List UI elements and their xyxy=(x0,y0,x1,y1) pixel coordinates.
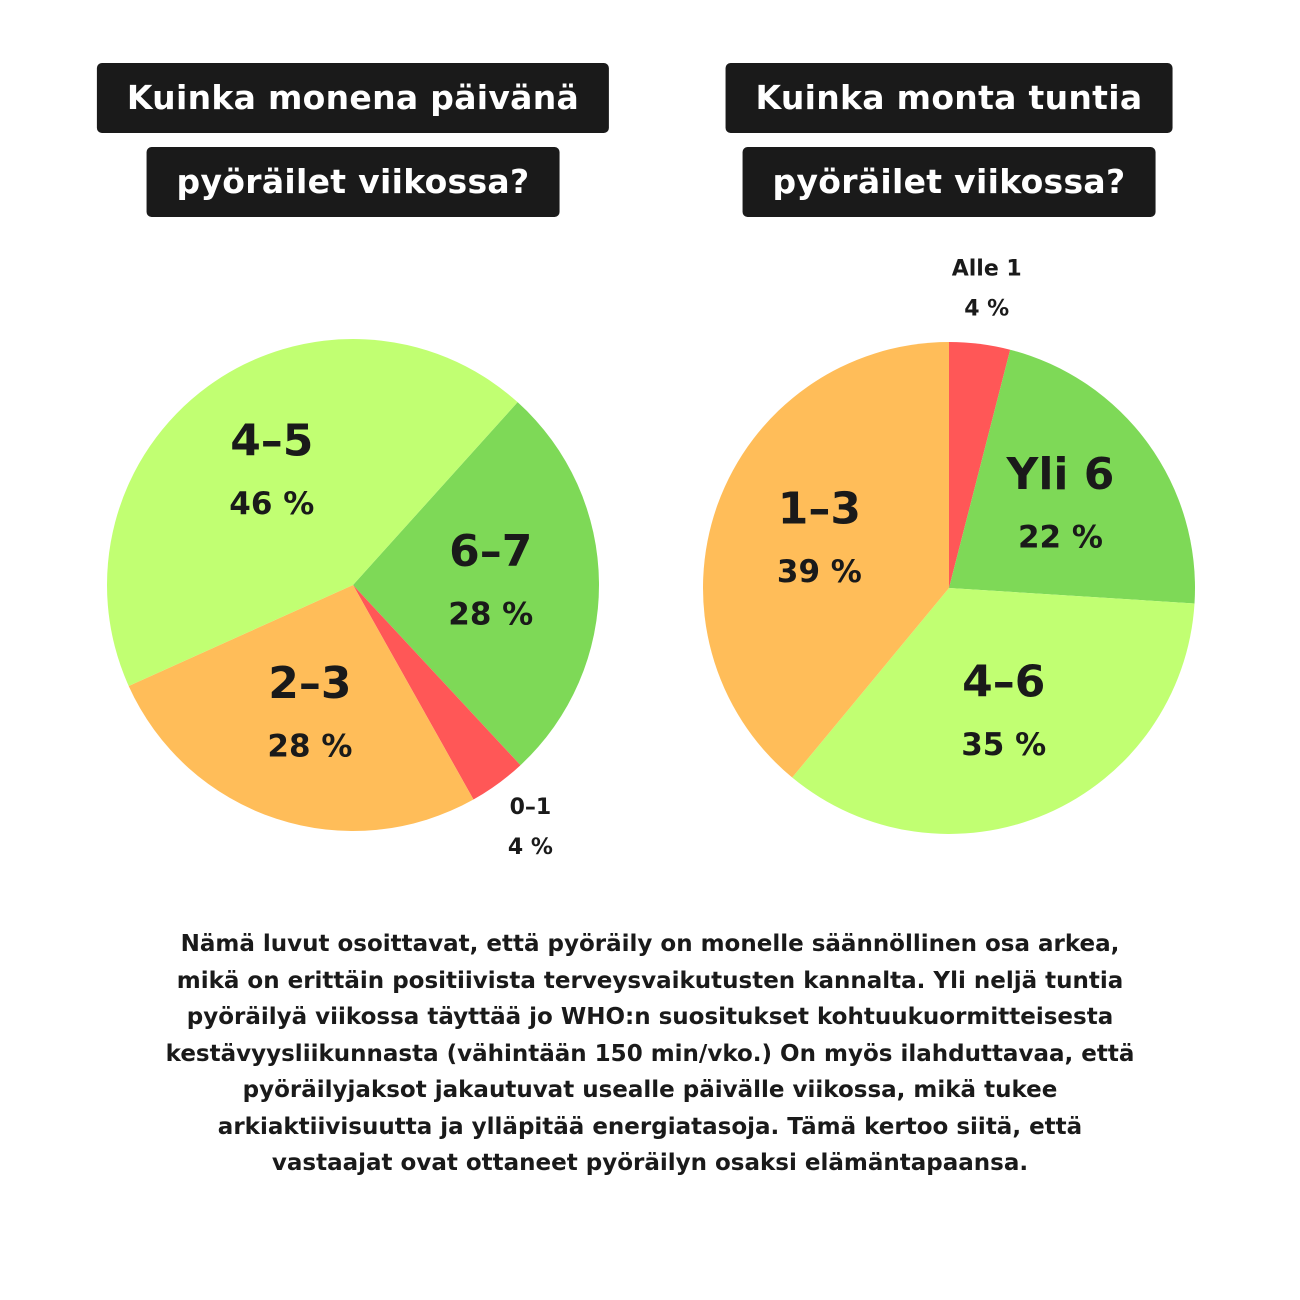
chart-title: pyöräilet viikossa? xyxy=(146,147,560,217)
slice-label: 6–7 xyxy=(449,526,532,577)
pie-slice xyxy=(107,338,518,686)
paragraph-line: vastaajat ovat ottaneet pyöräilyn osaksi… xyxy=(271,1150,1029,1176)
value-label: 4 % xyxy=(964,296,1009,321)
paragraph-line: pyöräilyjaksot jakautuvat usealle päiväl… xyxy=(242,1077,1058,1103)
value-label: 28 % xyxy=(267,728,352,764)
pie-slice xyxy=(702,342,949,778)
pie-slice xyxy=(949,349,1195,604)
slice-label: Alle 1 xyxy=(952,256,1022,281)
slice-label: 4–6 xyxy=(962,656,1045,707)
value-label: 28 % xyxy=(448,596,533,632)
slice-label: 4–5 xyxy=(230,416,313,467)
slice-label: 2–3 xyxy=(268,658,351,709)
value-label: 39 % xyxy=(777,554,862,590)
slice-label: Yli 6 xyxy=(1005,449,1114,500)
paragraph-line: pyöräilyä viikossa täyttää jo WHO:n suos… xyxy=(186,1004,1114,1030)
chart-title: pyöräilet viikossa? xyxy=(742,147,1156,217)
pie-slice xyxy=(949,342,1011,588)
slice-label: 0–1 xyxy=(510,795,552,820)
chart-title: Kuinka monta tuntia xyxy=(725,63,1173,133)
pie-slice xyxy=(353,585,521,800)
value-label: 4 % xyxy=(508,835,553,860)
paragraph-line: kestävyysliikunnasta (vähintään 150 min/… xyxy=(165,1040,1135,1067)
paragraph-line: mikä on erittäin positiivista terveysvai… xyxy=(176,967,1124,994)
paragraph: Nämä luvut osoittavat, että pyöräily on … xyxy=(0,926,1300,1182)
paragraph-line: Nämä luvut osoittavat, että pyöräily on … xyxy=(180,931,1120,957)
pie-slice xyxy=(128,585,474,831)
charts: 6–7 28 % 0–1 4 % 2–3 28 % 4–5 46 % Alle 1 4 % Yli … xyxy=(107,256,1195,860)
pie-slice xyxy=(353,402,600,766)
slice-label: 1–3 xyxy=(778,483,861,534)
value-label: 46 % xyxy=(229,486,314,522)
chart-title: Kuinka monena päivänä xyxy=(96,63,610,133)
value-label: 22 % xyxy=(1018,520,1103,556)
paragraph-line: arkiaktiivisuutta ja ylläpitää energiata… xyxy=(217,1113,1083,1140)
value-label: 35 % xyxy=(961,727,1046,763)
pie-slice xyxy=(792,588,1195,834)
